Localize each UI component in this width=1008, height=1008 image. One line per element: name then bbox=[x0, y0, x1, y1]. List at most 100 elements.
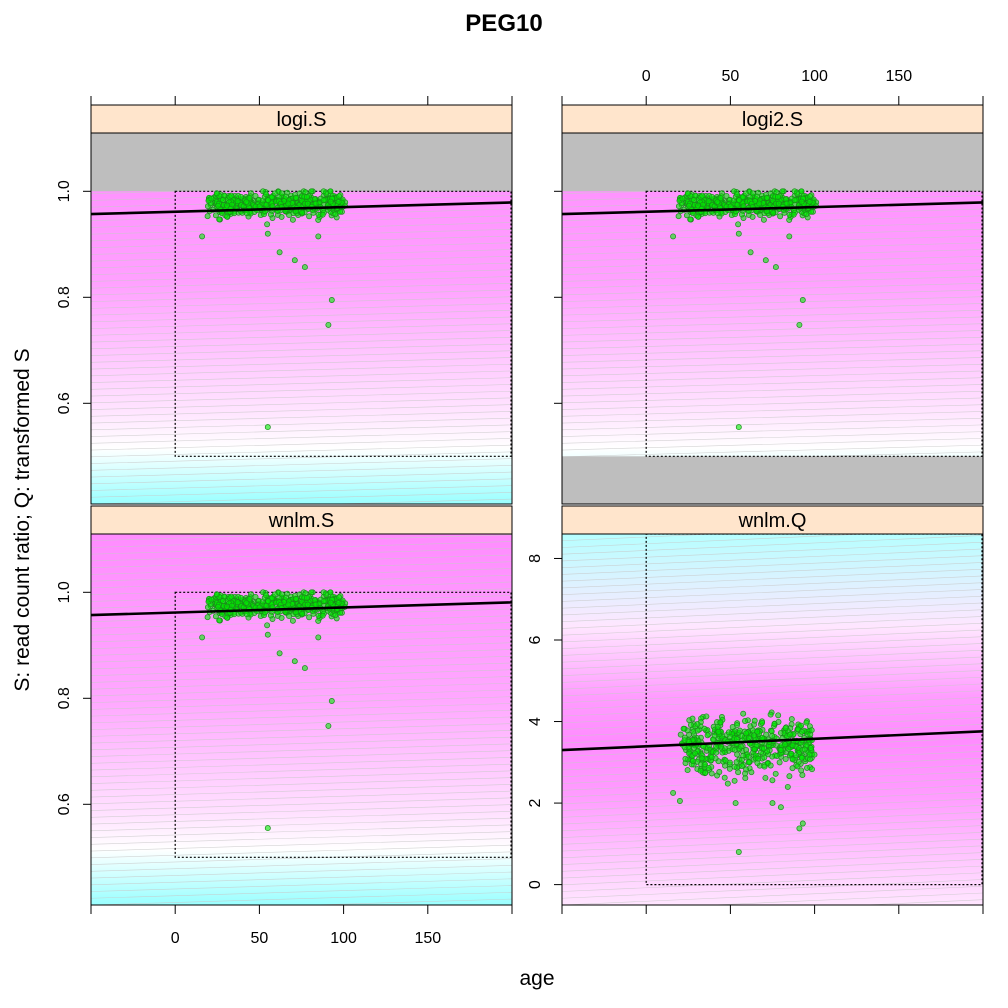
data-point bbox=[237, 594, 244, 601]
data-point bbox=[791, 197, 798, 204]
data-point bbox=[278, 213, 285, 220]
data-point bbox=[327, 599, 334, 606]
y-tick-label: 0 bbox=[527, 880, 544, 889]
data-point bbox=[751, 717, 758, 724]
data-point bbox=[286, 613, 293, 620]
data-point bbox=[729, 724, 736, 730]
data-point bbox=[690, 758, 696, 764]
data-point bbox=[767, 762, 774, 769]
data-point bbox=[308, 188, 315, 195]
data-point bbox=[807, 745, 814, 752]
data-point bbox=[697, 767, 704, 774]
data-point bbox=[809, 766, 815, 773]
data-point bbox=[736, 727, 743, 734]
data-point bbox=[670, 233, 677, 240]
y-tick-label: 8 bbox=[527, 554, 544, 563]
data-point bbox=[199, 634, 206, 641]
data-point bbox=[276, 249, 283, 256]
x-tick-label-bottom: 100 bbox=[330, 930, 357, 947]
data-point bbox=[216, 216, 223, 223]
data-point bbox=[727, 733, 733, 740]
strip-label: logi2.S bbox=[742, 109, 803, 131]
data-point bbox=[684, 190, 691, 197]
data-point bbox=[224, 213, 230, 220]
data-point bbox=[769, 777, 776, 784]
data-point bbox=[327, 188, 334, 195]
data-point bbox=[740, 710, 747, 717]
y-tick-label: 0.6 bbox=[56, 392, 73, 414]
data-point bbox=[791, 188, 798, 195]
data-point bbox=[798, 722, 805, 729]
x-tick-label-top: 0 bbox=[642, 68, 651, 85]
data-point bbox=[325, 321, 332, 328]
data-point bbox=[784, 783, 791, 790]
data-point bbox=[237, 193, 244, 200]
data-point bbox=[682, 755, 689, 762]
data-point bbox=[798, 198, 805, 205]
data-point bbox=[735, 424, 742, 431]
data-point bbox=[263, 592, 269, 599]
data-point bbox=[799, 772, 806, 779]
data-point bbox=[690, 745, 697, 752]
data-point bbox=[749, 190, 756, 197]
data-point bbox=[807, 756, 813, 763]
data-point bbox=[276, 650, 283, 657]
data-point bbox=[319, 612, 326, 619]
data-point bbox=[713, 749, 720, 756]
data-points bbox=[670, 709, 818, 855]
data-point bbox=[306, 213, 313, 220]
data-point bbox=[761, 763, 768, 770]
data-point bbox=[743, 730, 750, 737]
data-point bbox=[208, 195, 215, 202]
data-point bbox=[267, 211, 274, 218]
strip bbox=[90, 104, 513, 134]
data-point bbox=[737, 743, 744, 750]
data-point bbox=[691, 197, 698, 203]
data-point bbox=[754, 728, 761, 735]
data-point bbox=[760, 216, 767, 223]
chart-title: PEG10 bbox=[465, 10, 542, 37]
data-point bbox=[291, 658, 298, 665]
data-point bbox=[745, 759, 752, 766]
data-point bbox=[734, 751, 741, 758]
y-axis-label: S: read count ratio; Q: transformed S bbox=[11, 348, 34, 691]
data-point bbox=[702, 769, 709, 776]
panels: logi.S0.60.81.0logi2.Swnlm.S0.60.81.0wnl… bbox=[56, 68, 984, 947]
data-point bbox=[708, 770, 715, 777]
data-point bbox=[801, 746, 808, 753]
panel-wnlm-Q: wnlm.Q 0 2 4 6 8 bbox=[527, 505, 984, 906]
data-point bbox=[747, 249, 754, 256]
data-point bbox=[733, 736, 740, 742]
data-point bbox=[224, 614, 230, 621]
data-point bbox=[742, 190, 749, 197]
data-point bbox=[243, 210, 250, 217]
x-tick-label-bottom: 50 bbox=[251, 930, 269, 947]
data-point bbox=[246, 596, 253, 603]
data-point bbox=[263, 191, 269, 198]
data-point bbox=[289, 617, 296, 624]
data-point bbox=[763, 194, 770, 201]
data-point bbox=[798, 754, 805, 761]
y-tick-label: 0.8 bbox=[56, 687, 73, 709]
data-point bbox=[806, 751, 813, 758]
data-point bbox=[753, 742, 760, 749]
data-point bbox=[687, 216, 694, 223]
data-point bbox=[724, 780, 731, 787]
data-point bbox=[775, 718, 782, 725]
data-point bbox=[264, 230, 271, 237]
data-point bbox=[686, 202, 692, 209]
data-point bbox=[670, 789, 677, 796]
data-point bbox=[714, 198, 721, 205]
data-points bbox=[670, 188, 820, 431]
x-axis-label: age bbox=[519, 967, 554, 990]
panel-logi2-S: logi2.S bbox=[554, 104, 984, 505]
data-point bbox=[234, 198, 241, 205]
data-point bbox=[199, 233, 206, 240]
data-point bbox=[285, 601, 292, 608]
data-point bbox=[278, 591, 285, 598]
data-point bbox=[717, 719, 724, 726]
data-point bbox=[786, 233, 793, 240]
data-point bbox=[271, 190, 278, 197]
y-tick-label: 0.6 bbox=[56, 793, 73, 815]
